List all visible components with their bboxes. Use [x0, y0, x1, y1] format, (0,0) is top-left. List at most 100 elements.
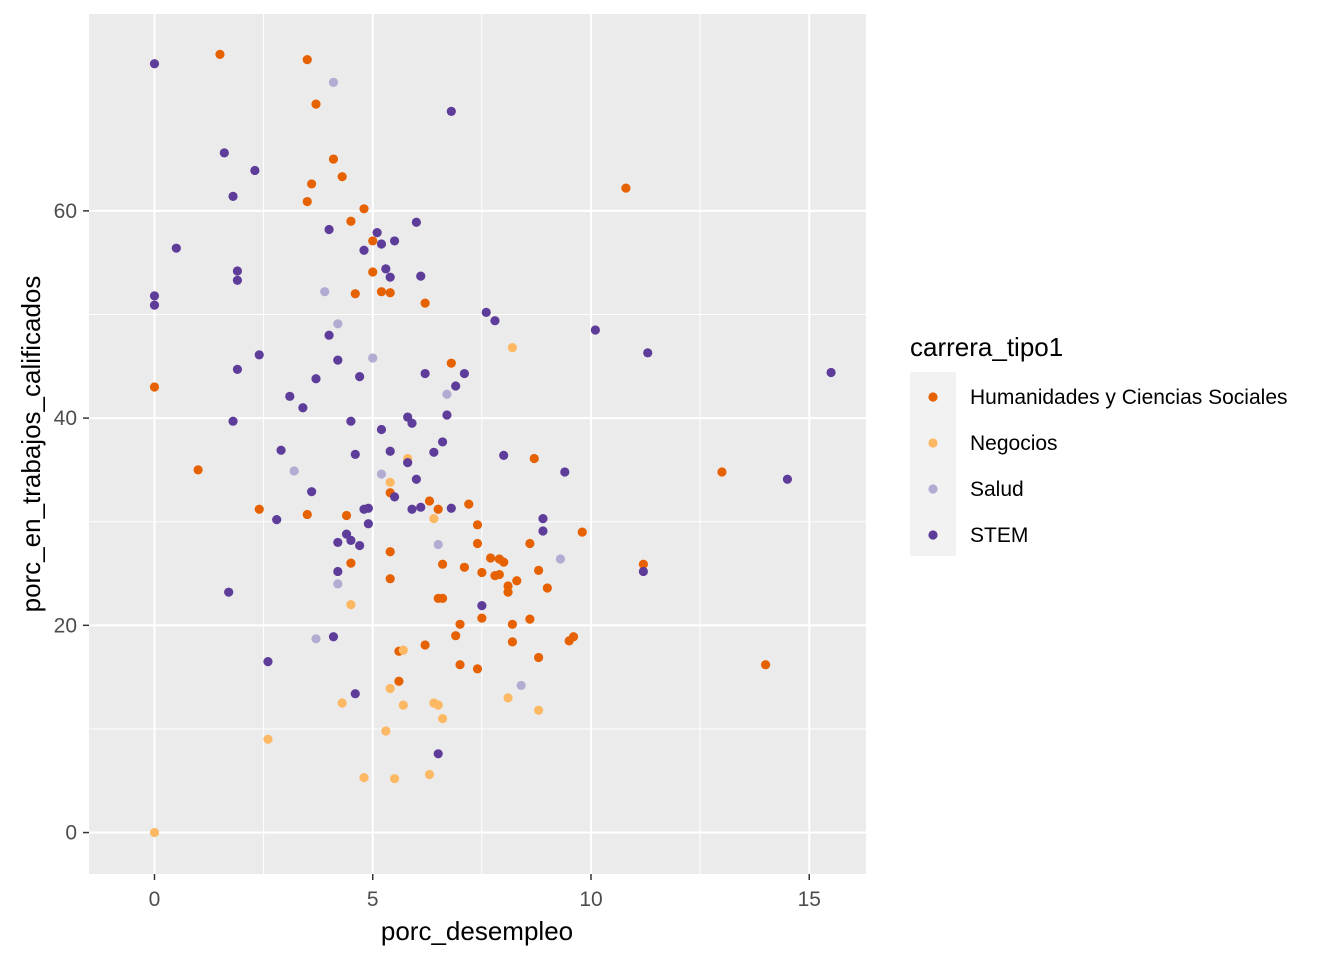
- scatter-point-series-0: [525, 538, 535, 549]
- scatter-point-series-3: [538, 514, 548, 524]
- scatter-point-series-3: [149, 291, 160, 301]
- scatter-point-series-0: [577, 527, 587, 537]
- scatter-point-series-3: [298, 403, 308, 413]
- scatter-point-series-0: [254, 504, 264, 514]
- scatter-point-series-0: [193, 465, 203, 475]
- scatter-point-series-0: [499, 557, 509, 567]
- scatter-point-series-3: [376, 424, 387, 435]
- scatter-point-series-0: [420, 640, 430, 650]
- scatter-point-series-0: [485, 553, 496, 563]
- scatter-point-series-2: [516, 680, 526, 691]
- scatter-point-series-3: [459, 368, 470, 379]
- scatter-point-series-1: [433, 700, 443, 710]
- scatter-point-series-3: [403, 458, 413, 468]
- scatter-point-series-3: [363, 519, 373, 529]
- scatter-point-series-0: [490, 570, 500, 581]
- x-tick-label: 5: [367, 888, 379, 911]
- scatter-point-series-3: [149, 59, 160, 69]
- scatter-point-series-3: [560, 467, 570, 477]
- x-tick-label: 0: [149, 888, 161, 911]
- scatter-point-series-0: [621, 183, 631, 193]
- scatter-point-series-0: [311, 99, 321, 109]
- plot-panel: [89, 14, 866, 874]
- scatter-point-series-3: [416, 271, 426, 281]
- scatter-point-series-0: [337, 172, 347, 182]
- scatter-point-series-3: [355, 540, 365, 551]
- scatter-point-series-3: [346, 416, 356, 426]
- scatter-point-series-0: [376, 287, 387, 297]
- scatter-point-series-3: [442, 410, 452, 420]
- scatter-point-series-3: [590, 325, 600, 335]
- scatter-point-series-3: [451, 381, 461, 391]
- scatter-point-series-3: [232, 275, 243, 285]
- scatter-point-series-0: [568, 632, 579, 642]
- scatter-point-series-2: [376, 469, 387, 479]
- scatter-point-series-1: [507, 343, 518, 353]
- scatter-point-series-3: [416, 502, 426, 512]
- scatter-point-series-0: [385, 574, 395, 584]
- scatter-point-series-0: [472, 664, 483, 674]
- y-tick-label: 40: [54, 407, 77, 430]
- scatter-point-series-0: [149, 382, 160, 392]
- scatter-point-series-3: [350, 449, 360, 459]
- scatter-point-series-0: [459, 562, 470, 572]
- scatter-point-series-3: [224, 587, 234, 597]
- scatter-point-series-0: [446, 358, 456, 368]
- scatter-point-series-0: [503, 587, 513, 597]
- grid-major: [89, 14, 866, 874]
- scatter-point-series-0: [761, 660, 771, 670]
- scatter-point-series-3: [437, 437, 448, 447]
- scatter-point-series-0: [534, 652, 544, 663]
- legend-label-1: Negocios: [970, 432, 1058, 455]
- legend-key-3: [928, 530, 938, 540]
- scatter-point-series-0: [455, 619, 465, 629]
- scatter-point-series-3: [232, 266, 243, 276]
- scatter-point-series-1: [337, 698, 347, 708]
- scatter-point-series-3: [385, 446, 395, 456]
- scatter-point-series-0: [302, 509, 312, 520]
- scatter-point-series-3: [333, 537, 343, 548]
- scatter-point-series-3: [643, 348, 653, 358]
- scatter-point-series-0: [341, 510, 352, 521]
- scatter-point-series-1: [385, 477, 395, 487]
- scatter-point-series-0: [368, 267, 378, 277]
- scatter-point-series-3: [490, 316, 500, 326]
- scatter-point-series-0: [542, 583, 552, 593]
- scatter-point-series-1: [534, 705, 544, 715]
- scatter-point-series-0: [717, 467, 727, 477]
- scatter-point-series-0: [472, 520, 483, 530]
- scatter-point-series-1: [359, 773, 369, 783]
- scatter-point-series-3: [389, 236, 400, 246]
- scatter-point-series-2: [320, 287, 330, 297]
- scatter-point-series-3: [219, 148, 229, 158]
- scatter-point-series-1: [381, 726, 391, 736]
- scatter-point-series-1: [149, 827, 160, 838]
- y-axis-ticks: 0 20 40 60: [54, 200, 89, 845]
- scatter-point-series-0: [346, 558, 356, 568]
- scatter-point-series-3: [272, 515, 282, 525]
- scatter-point-series-0: [350, 289, 360, 299]
- scatter-point-series-3: [250, 165, 260, 176]
- legend-title: carrera_tipo1: [910, 332, 1063, 362]
- scatter-point-series-1: [263, 734, 273, 744]
- scatter-point-series-1: [424, 769, 435, 780]
- scatter-point-series-3: [381, 264, 391, 274]
- scatter-point-series-1: [398, 700, 408, 710]
- scatter-point-series-1: [398, 645, 408, 655]
- scatter-point-series-3: [324, 224, 334, 235]
- scatter-point-series-3: [346, 535, 356, 545]
- scatter-point-series-0: [529, 453, 539, 464]
- scatter-point-series-0: [424, 496, 435, 506]
- scatter-point-series-0: [420, 298, 430, 308]
- scatter-point-series-0: [302, 54, 312, 65]
- y-axis-title: porc_en_trabajos_calificados: [16, 276, 46, 613]
- scatter-point-series-3: [638, 566, 648, 577]
- legend: carrera_tipo1 Humanidades y Ciencias Soc…: [910, 332, 1288, 556]
- scatter-point-series-3: [254, 350, 264, 360]
- scatter-point-series-0: [525, 614, 535, 624]
- scatter-point-series-0: [385, 288, 395, 298]
- scatter-point-series-0: [215, 49, 225, 60]
- scatter-point-series-3: [263, 656, 273, 667]
- scatter-point-series-3: [232, 364, 243, 374]
